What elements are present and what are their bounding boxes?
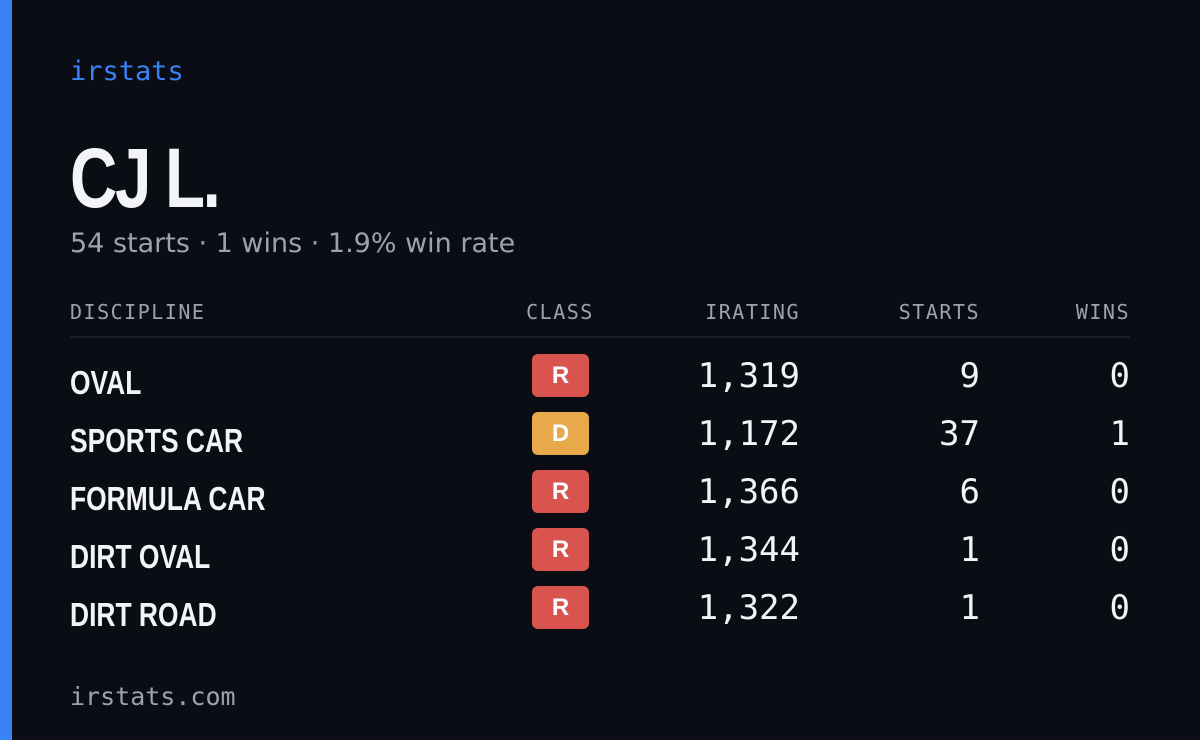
class-badge: D xyxy=(532,412,589,455)
column-header: WINS xyxy=(1075,300,1130,324)
starts: 6 xyxy=(959,472,980,512)
starts: 9 xyxy=(959,356,980,396)
irating: 1,322 xyxy=(697,588,800,628)
discipline: SPORTS CAR xyxy=(70,422,244,459)
wins: 0 xyxy=(1109,588,1130,628)
class-badge: R xyxy=(532,354,589,397)
column-header: DISCIPLINE xyxy=(70,300,206,324)
discipline: OVAL xyxy=(70,364,142,401)
irating: 1,319 xyxy=(697,356,800,396)
brand: irstats xyxy=(70,56,184,87)
wins: 0 xyxy=(1109,356,1130,396)
column-header: IRATING xyxy=(705,300,800,324)
profile-summary: 54 starts · 1 wins · 1.9% win rate xyxy=(70,228,516,259)
discipline: FORMULA CAR xyxy=(70,480,266,517)
starts: 37 xyxy=(939,414,980,454)
irating: 1,172 xyxy=(697,414,800,454)
column-header: STARTS xyxy=(898,300,980,324)
wins: 0 xyxy=(1109,530,1130,570)
discipline: DIRT ROAD xyxy=(70,596,217,633)
irating: 1,366 xyxy=(697,472,800,512)
class-badge: R xyxy=(532,528,589,571)
discipline: DIRT OVAL xyxy=(70,538,211,575)
starts: 1 xyxy=(959,588,980,628)
wins: 1 xyxy=(1109,414,1130,454)
irating: 1,344 xyxy=(697,530,800,570)
class-badge: R xyxy=(532,586,589,629)
profile-name: CJ L. xyxy=(70,131,221,225)
wins: 0 xyxy=(1109,472,1130,512)
class-badge: R xyxy=(532,470,589,513)
header-rule xyxy=(70,336,1130,338)
starts: 1 xyxy=(959,530,980,570)
column-header: CLASS xyxy=(526,300,594,324)
accent-bar xyxy=(0,0,12,740)
footer: irstats.com xyxy=(70,682,236,711)
